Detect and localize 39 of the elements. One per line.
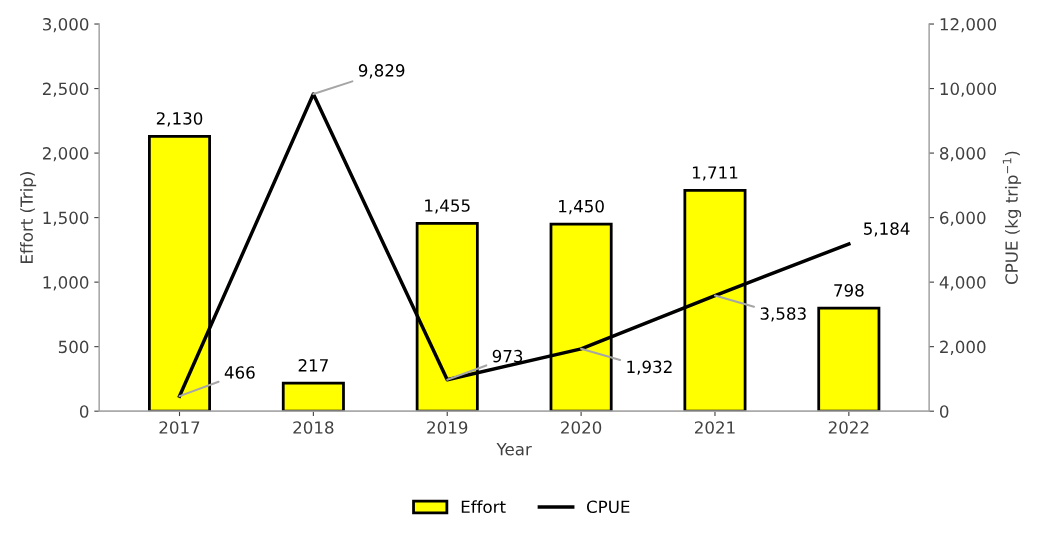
x-tick-label: 2020 (561, 421, 602, 434)
data-label: 973 (492, 349, 523, 363)
data-label: 466 (224, 366, 255, 379)
x-tick-label: 2017 (159, 421, 200, 434)
y-tick-label: 2,000 (42, 147, 89, 162)
y2-tick-label: 0 (939, 405, 949, 418)
y2-tick-label: 4,000 (939, 276, 986, 291)
data-label: 5,184 (864, 222, 910, 237)
y-tick-label: 2,500 (42, 82, 89, 97)
x-tick-label: 2019 (427, 421, 468, 434)
legend-label: CPUE (586, 500, 630, 514)
y-tick-label: 500 (58, 340, 89, 354)
bar (281, 381, 345, 412)
y-tick-label: 3,000 (43, 17, 89, 33)
bar (817, 306, 881, 412)
y-axis-title: Effort (Trip) (20, 172, 37, 263)
y2-tick-label: 2,000 (940, 340, 986, 355)
legend-label: Effort (461, 500, 506, 514)
data-label: 9,829 (358, 64, 405, 79)
data-label: 1,932 (627, 360, 672, 375)
data-label: 1,455 (425, 199, 470, 214)
x-tick-label: 2022 (828, 421, 869, 434)
data-label: 1,450 (559, 199, 604, 215)
y-tick-label: 0 (79, 405, 89, 418)
y-tick-label: 1,000 (43, 276, 89, 291)
data-label: 798 (834, 284, 864, 297)
y2-tick-label: 8,000 (940, 147, 986, 162)
x-tick-label: 2021 (694, 421, 735, 434)
data-label: 3,583 (760, 307, 806, 322)
y2-tick-label: 10,000 (940, 82, 997, 97)
data-label: 1,711 (692, 166, 738, 181)
data-label: 2,130 (156, 112, 203, 127)
y2-tick-label: 12,000 (940, 17, 997, 33)
y2-tick-label: 6,000 (940, 211, 986, 226)
x-axis-title: Year (496, 443, 532, 456)
y-tick-label: 1,500 (43, 211, 89, 226)
y2-axis-title: CPUE (kg trip$^{−1}$) (1002, 151, 1022, 284)
x-tick-label: 2018 (293, 421, 334, 434)
data-label: 217 (298, 359, 328, 372)
